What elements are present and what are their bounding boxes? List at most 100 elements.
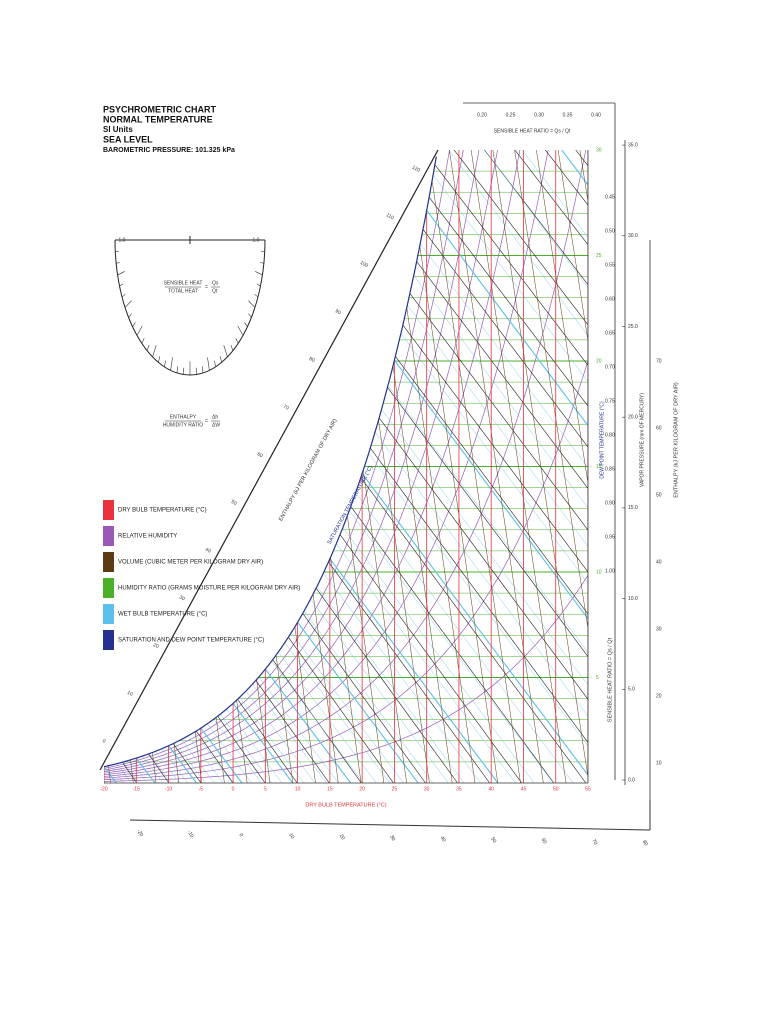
wet-bulb-line	[226, 708, 283, 783]
top-tick-label: 0.40	[591, 112, 601, 118]
protractor-end: 1.0	[119, 237, 126, 243]
enthalpy-slant-tick: 40	[204, 547, 212, 555]
legend-label: WET BULB TEMPERATURE (°C)	[118, 612, 207, 618]
header-line: SI Units	[103, 125, 133, 134]
enthalpy-line	[104, 150, 522, 783]
vapor-title: VAPOR PRESSURE (mm OF MERCURY)	[639, 393, 645, 487]
fraction-rhs-top: Qs	[212, 280, 219, 286]
wet-bulb-line	[349, 510, 554, 783]
protractor-tick	[119, 283, 124, 287]
shr-tick-label: 0.75	[605, 398, 615, 404]
wet-bulb-line	[200, 727, 243, 783]
shr-tick-label: 0.90	[605, 500, 615, 506]
wet-bulb-line	[426, 209, 588, 783]
dew-point-title: DEW POINT TEMPERATURE (°C)	[599, 401, 605, 479]
protractor-tick	[255, 271, 263, 276]
volume-line	[246, 150, 362, 783]
x-tick-label: 20	[359, 786, 365, 792]
shr-tick-label: 0.85	[605, 466, 615, 472]
wet-bulb-line	[116, 763, 132, 783]
fraction-rhs-bottom: Qt	[212, 288, 218, 294]
wet-bulb-line	[336, 543, 516, 783]
protractor-tick	[146, 344, 150, 351]
protractor-tick	[230, 344, 234, 351]
fraction-equals: =	[205, 284, 208, 290]
bottom-slant-tick: 20	[338, 833, 346, 841]
legend-swatch	[103, 604, 114, 624]
volume-line	[203, 150, 316, 783]
protractor-tick	[254, 293, 259, 298]
legend-swatch	[103, 500, 114, 520]
wet-bulb-line	[381, 409, 588, 783]
wet-bulb-line	[432, 174, 588, 783]
protractor-tick	[158, 356, 161, 363]
bottom-slant-tick: 70	[590, 838, 598, 846]
enthalpy-line	[292, 150, 588, 783]
rh-curve	[104, 150, 588, 779]
legend-label: DRY BULB TEMPERATURE (°C)	[118, 508, 207, 514]
protractor-tick	[141, 338, 145, 344]
wet-bulb-line	[284, 642, 390, 783]
bottom-slant-axis	[129, 819, 651, 831]
wet-bulb-line	[252, 684, 327, 783]
wet-bulb-line	[445, 150, 588, 783]
vapor-tick-label: 5.0	[628, 687, 635, 693]
bottom-slant-tick: -20	[135, 829, 144, 838]
volume-line	[482, 150, 588, 783]
wet-bulb-line	[278, 651, 377, 783]
shr-tick-label: 0.50	[605, 228, 615, 234]
wet-bulb-line	[400, 333, 588, 783]
rh-curve	[104, 150, 588, 771]
fraction-top: SENSIBLE HEAT	[164, 280, 203, 286]
wet-bulb-line	[303, 610, 434, 783]
x-tick-label: 5	[264, 786, 267, 792]
volume-line	[225, 150, 339, 783]
protractor-tick	[152, 345, 157, 358]
protractor-end: 1.0	[253, 237, 260, 243]
bottom-slant-tick: 10	[287, 832, 295, 840]
bottom-slant-tick: 50	[489, 836, 497, 844]
wet-bulb-line	[355, 492, 574, 783]
wet-bulb-line	[110, 765, 124, 783]
enthalpy-line	[104, 150, 587, 783]
protractor-tick	[235, 338, 239, 344]
volume-line	[439, 150, 567, 783]
x-tick-label: 50	[553, 786, 559, 792]
enthalpy-right-title: ENTHALPY (kJ PER KILOGRAM OF DRY AIR)	[673, 382, 679, 498]
enthalpy-line	[104, 150, 106, 783]
volume-line	[460, 150, 588, 783]
protractor-tick	[214, 360, 216, 367]
wet-bulb-line	[149, 753, 172, 783]
wet-bulb-line	[245, 690, 316, 783]
legend-label: VOLUME (CUBIC METER PER KILOGRAM DRY AIR…	[118, 560, 263, 566]
top-tick-label: 0.20	[477, 112, 487, 118]
wet-bulb-line	[420, 243, 588, 783]
shr-tick-label: 0.65	[605, 330, 615, 336]
fraction-rhs-top: Δh	[212, 414, 218, 420]
fraction-rhs-bottom: ΔW	[212, 422, 220, 428]
humidity-tick-label: 30	[596, 147, 602, 153]
wet-bulb-line	[407, 305, 588, 783]
protractor-tick	[260, 250, 265, 253]
rh-curve	[104, 360, 588, 781]
enthalpy-slant-tick: 90	[334, 308, 342, 316]
humidity-tick-label: 20	[596, 358, 602, 364]
header-line: NORMAL TEMPERATURE	[103, 114, 213, 124]
protractor	[114, 236, 266, 376]
legend-swatch	[103, 526, 114, 546]
header-line: SEA LEVEL	[103, 134, 153, 144]
enthalpy-slant-title: ENTHALPY (kJ PER KILOGRAM OF DRY AIR)	[278, 418, 339, 522]
x-tick-label: -20	[100, 786, 107, 792]
enthalpy-slant-tick: 0	[101, 738, 107, 745]
wet-bulb-line	[290, 632, 404, 783]
bottom-slant-tick: 60	[540, 837, 548, 845]
volume-line	[353, 150, 476, 783]
x-tick-label: 45	[521, 786, 527, 792]
protractor-tick	[115, 250, 120, 253]
protractor-tick	[121, 293, 126, 298]
wet-bulb-line	[387, 385, 588, 783]
enthalpy-line	[172, 150, 588, 783]
vapor-tick-label: 10.0	[628, 596, 638, 602]
volume-line	[310, 150, 430, 783]
wet-bulb-line	[374, 431, 588, 783]
